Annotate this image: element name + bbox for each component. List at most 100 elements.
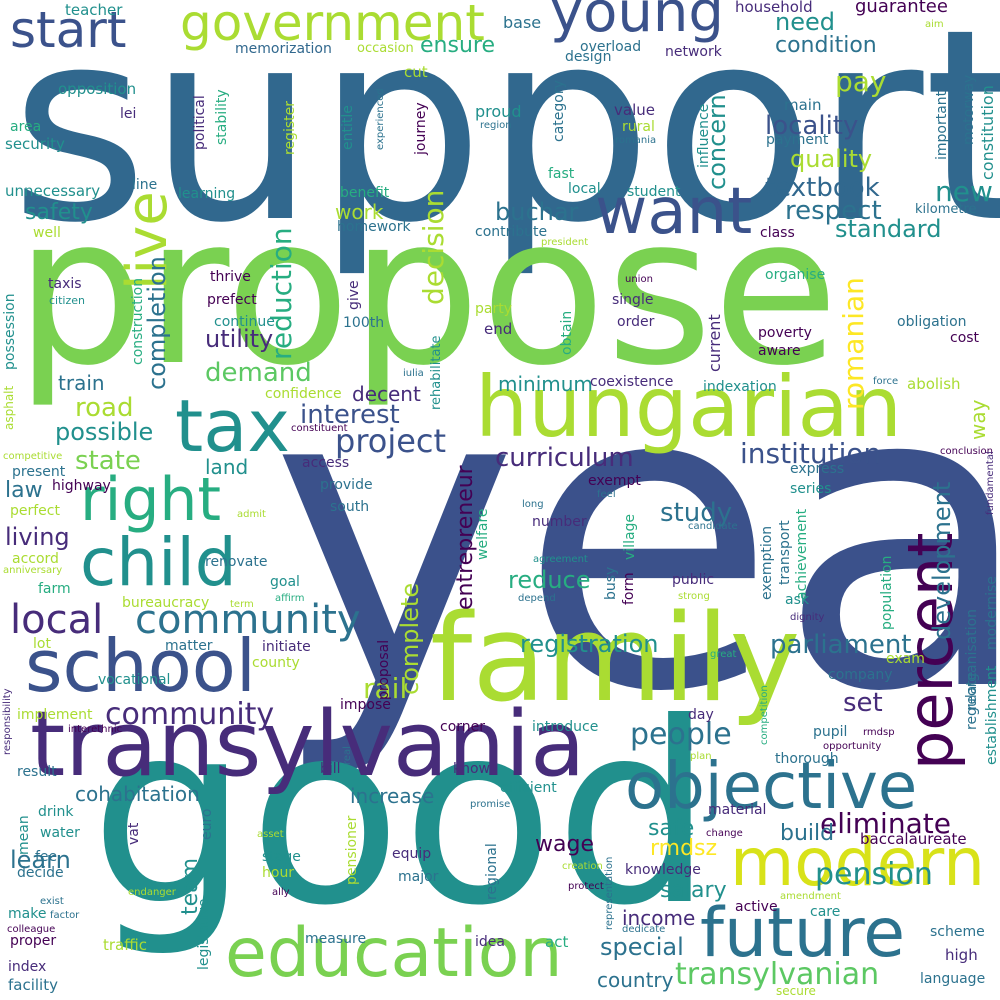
word-utility: utility	[205, 325, 274, 353]
word-overload: overload	[580, 39, 642, 55]
word-train: train	[58, 371, 105, 395]
word-matter: matter	[165, 638, 213, 654]
word-parliament: parliament	[770, 630, 912, 660]
word-government: government	[180, 0, 485, 52]
word-constitution: constitution	[978, 85, 997, 180]
word-modernise: modernise	[984, 576, 1000, 650]
word-design: design	[565, 49, 612, 65]
word-quality: quality	[790, 145, 873, 173]
word-stage: stage	[262, 849, 301, 865]
word-road: road	[75, 393, 134, 423]
word-euro: euro	[199, 808, 215, 841]
word-thorough: thorough	[775, 751, 839, 767]
word-legislative: legislative	[196, 898, 212, 970]
word-lot: lot	[33, 636, 51, 652]
word-build: build	[780, 821, 835, 846]
word-support: support	[10, 0, 1000, 281]
word-salary: salary	[660, 878, 727, 903]
word-project: project	[335, 422, 447, 460]
word-registration: registration	[520, 630, 659, 658]
word-law: law	[5, 478, 43, 503]
word-future: future	[700, 894, 906, 973]
word-development: development	[928, 481, 956, 640]
word-decision: decision	[417, 189, 450, 305]
word-strong: strong	[678, 591, 710, 602]
word-romanian: romanian	[837, 277, 870, 410]
word-local2: local	[568, 181, 601, 197]
word-welfare: welfare	[475, 508, 491, 560]
word-care: care	[810, 904, 841, 920]
word-regulate: regulate	[964, 671, 980, 730]
word-obtain: obtain	[559, 310, 575, 355]
word-demand: demand	[205, 358, 312, 388]
word-rehabilitate: rehabilitate	[429, 335, 444, 410]
word-textbook: textbook	[765, 173, 880, 203]
word-pension: pension	[815, 857, 933, 892]
word-respect: respect	[785, 196, 882, 226]
word-make: make	[8, 906, 47, 922]
word-new: new	[935, 175, 993, 208]
word-rural: rural	[622, 119, 655, 135]
word-representation: representation	[604, 856, 615, 930]
word-efficient: efficient	[500, 780, 557, 796]
word-motorway: motorway	[961, 74, 977, 145]
word-baccalaureate: baccalaureate	[860, 830, 967, 848]
word-ensure: ensure	[420, 33, 495, 58]
word-locality: locality	[765, 111, 859, 141]
word-dignity: dignity	[790, 612, 825, 623]
word-student: student	[627, 184, 681, 200]
word-entrepreneur: entrepreneur	[453, 465, 478, 610]
word-feel: feel	[597, 489, 616, 500]
word-cohabitation: cohabitation	[75, 782, 200, 806]
word-proposal: proposal	[376, 639, 392, 700]
word-100th: 100th	[343, 315, 385, 331]
word-country: country	[597, 968, 674, 992]
word-ally: ally	[272, 887, 290, 898]
word-aware: aware	[758, 343, 801, 359]
word-curriculum: curriculum	[495, 443, 634, 473]
word-opposition: opposition	[58, 80, 137, 98]
word-learning: learning	[178, 186, 236, 202]
word-obligation: obligation	[897, 314, 967, 330]
word-need: need	[775, 8, 835, 36]
word-change: change	[706, 828, 743, 839]
word-agreement: agreement	[533, 554, 588, 565]
word-asset: asset	[257, 829, 284, 840]
word-proud: proud	[475, 102, 522, 121]
word-high: high	[945, 946, 978, 964]
word-organise: organise	[765, 267, 826, 283]
word-protect: protect	[568, 881, 604, 892]
word-good: good	[90, 669, 714, 960]
word-special: special	[600, 933, 684, 961]
word-endanger: endanger	[128, 887, 176, 898]
word-exempt: exempt	[588, 473, 641, 489]
word-study: study	[660, 498, 733, 528]
word-initiate: initiate	[262, 639, 311, 655]
word-learn: learn	[10, 846, 71, 874]
word-impose: impose	[340, 697, 391, 713]
word-education: education	[225, 914, 563, 993]
word-homework: homework	[337, 219, 411, 235]
word-company: company	[828, 667, 893, 683]
word-benefit: benefit	[340, 185, 390, 201]
word-prefect: prefect	[207, 292, 257, 308]
word-family: family	[430, 590, 801, 729]
word-scheme: scheme	[930, 924, 985, 940]
word-conclusion: conclusion	[940, 446, 994, 457]
word-language: language	[920, 971, 986, 987]
word-decent: decent	[352, 382, 421, 406]
word-people: people	[630, 717, 732, 752]
word-fast: fast	[548, 166, 575, 182]
word-south: south	[330, 499, 370, 515]
word-term: term	[230, 599, 254, 610]
word-population: population	[879, 555, 895, 631]
word-express: express	[790, 461, 845, 477]
word-county: county	[252, 655, 300, 671]
word-index: index	[8, 959, 47, 975]
word-area: area	[10, 119, 42, 135]
word-interethnic: interethnic	[68, 724, 123, 735]
word-guarantee: guarantee	[855, 0, 948, 17]
word-safety: safety	[25, 200, 93, 225]
word-proper: proper	[10, 933, 57, 949]
